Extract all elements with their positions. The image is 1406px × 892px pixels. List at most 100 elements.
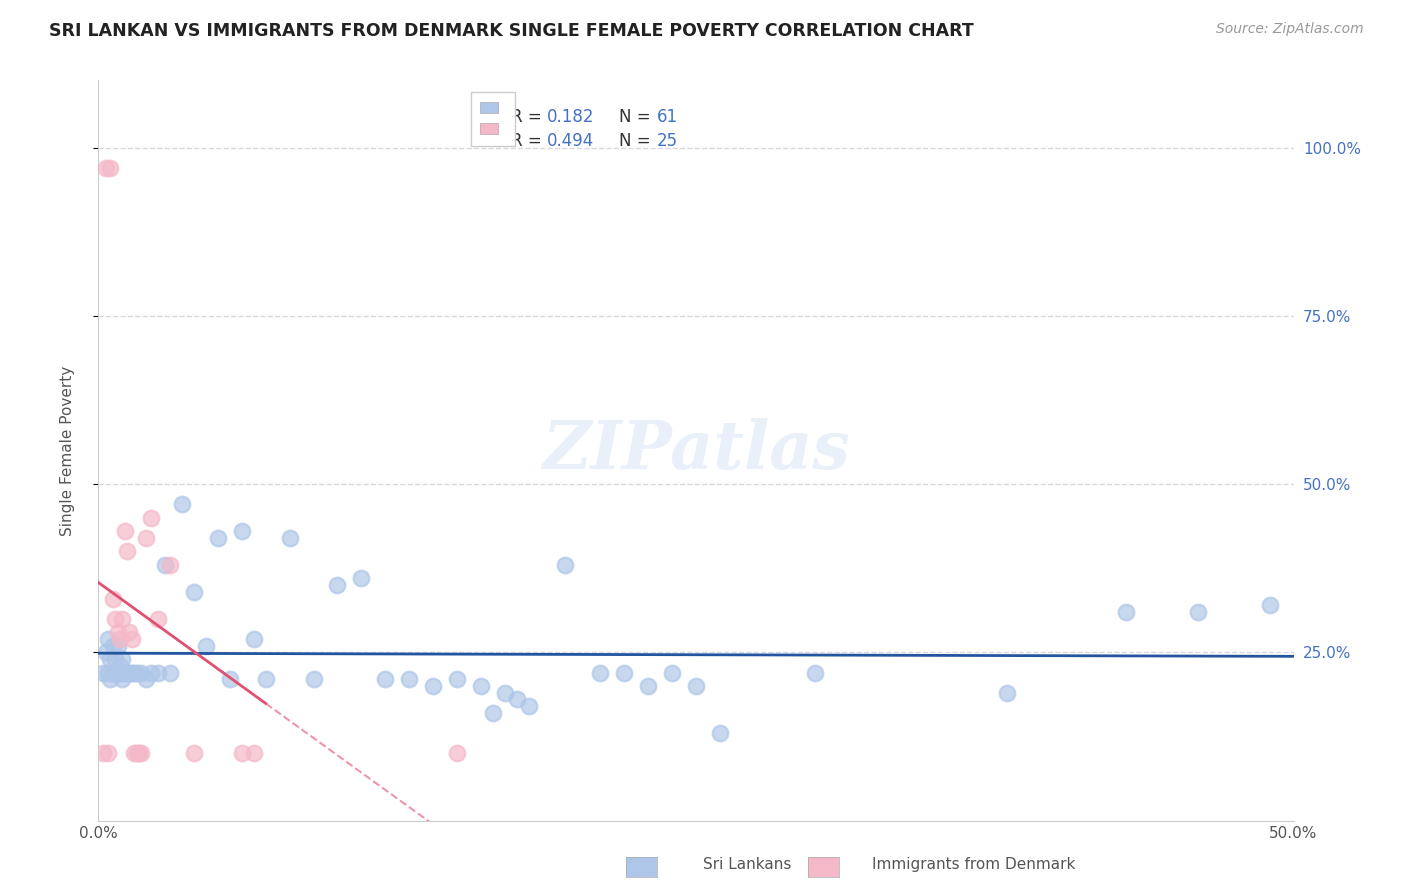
Text: Source: ZipAtlas.com: Source: ZipAtlas.com [1216, 22, 1364, 37]
Point [114, 524, 136, 539]
Point [183, 584, 205, 599]
Point [506, 692, 529, 706]
Point [278, 531, 301, 545]
Point [219, 673, 242, 687]
Point [125, 747, 148, 761]
Point [804, 665, 827, 680]
Text: Immigrants from Denmark: Immigrants from Denmark [872, 857, 1076, 872]
Point [107, 625, 129, 640]
Point [159, 558, 181, 572]
Point [148, 665, 170, 680]
Point [470, 679, 492, 693]
Point [685, 679, 707, 693]
Point [118, 625, 141, 640]
Point [613, 665, 636, 680]
Text: ZIPatlas: ZIPatlas [543, 418, 849, 483]
Point [111, 612, 134, 626]
Point [101, 665, 124, 680]
Point [131, 665, 153, 680]
Point [1187, 605, 1209, 619]
Point [661, 665, 683, 680]
Point [155, 558, 177, 572]
Point [135, 673, 157, 687]
Point [231, 524, 253, 539]
Point [125, 665, 148, 680]
Point [139, 665, 162, 680]
Point [94, 161, 117, 175]
Point [97, 665, 120, 680]
Point [114, 665, 136, 680]
Point [494, 686, 516, 700]
Point [111, 673, 134, 687]
Point [995, 686, 1018, 700]
Point [398, 673, 420, 687]
Point [183, 747, 205, 761]
Y-axis label: Single Female Poverty: Single Female Poverty [60, 366, 75, 535]
Point [139, 510, 162, 524]
Legend: , : , [471, 92, 515, 146]
Text: 61: 61 [657, 108, 678, 126]
Point [637, 679, 659, 693]
Point [98, 652, 122, 666]
Point [374, 673, 396, 687]
Point [98, 161, 122, 175]
Point [111, 652, 134, 666]
Point [108, 665, 131, 680]
Point [101, 639, 124, 653]
Point [108, 658, 131, 673]
Point [148, 612, 170, 626]
Point [446, 673, 468, 687]
Text: R =: R = [510, 132, 547, 150]
Point [172, 497, 194, 511]
Point [104, 612, 127, 626]
Point [554, 558, 576, 572]
Point [589, 665, 612, 680]
Point [97, 632, 120, 646]
Point [115, 665, 138, 680]
Point [97, 747, 120, 761]
Point [104, 652, 127, 666]
Point [104, 665, 127, 680]
Point [254, 673, 277, 687]
Point [124, 665, 146, 680]
Point [91, 665, 114, 680]
Text: N =: N = [620, 108, 657, 126]
Point [243, 747, 266, 761]
Point [709, 726, 731, 740]
Text: SRI LANKAN VS IMMIGRANTS FROM DENMARK SINGLE FEMALE POVERTY CORRELATION CHART: SRI LANKAN VS IMMIGRANTS FROM DENMARK SI… [49, 22, 974, 40]
Point [91, 747, 114, 761]
Text: 0.182: 0.182 [547, 108, 595, 126]
Point [231, 747, 253, 761]
Point [517, 699, 540, 714]
Point [302, 673, 325, 687]
Point [107, 665, 129, 680]
Point [108, 632, 131, 646]
Text: 0.494: 0.494 [547, 132, 593, 150]
Point [101, 591, 124, 606]
Point [121, 665, 143, 680]
Point [131, 747, 153, 761]
Point [107, 639, 129, 653]
Point [159, 665, 181, 680]
Point [121, 632, 143, 646]
Point [1258, 599, 1281, 613]
Point [94, 645, 117, 659]
Point [350, 571, 373, 585]
Point [124, 747, 146, 761]
Point [446, 747, 468, 761]
Text: R =: R = [510, 108, 547, 126]
Point [128, 747, 150, 761]
Point [98, 673, 122, 687]
Point [243, 632, 266, 646]
Point [135, 531, 157, 545]
Point [207, 531, 229, 545]
Text: N =: N = [620, 132, 657, 150]
Point [326, 578, 349, 592]
Point [481, 706, 505, 720]
Text: Sri Lankans: Sri Lankans [703, 857, 792, 872]
Point [1115, 605, 1137, 619]
Point [115, 544, 138, 558]
Point [422, 679, 444, 693]
Point [195, 639, 218, 653]
Point [118, 665, 141, 680]
